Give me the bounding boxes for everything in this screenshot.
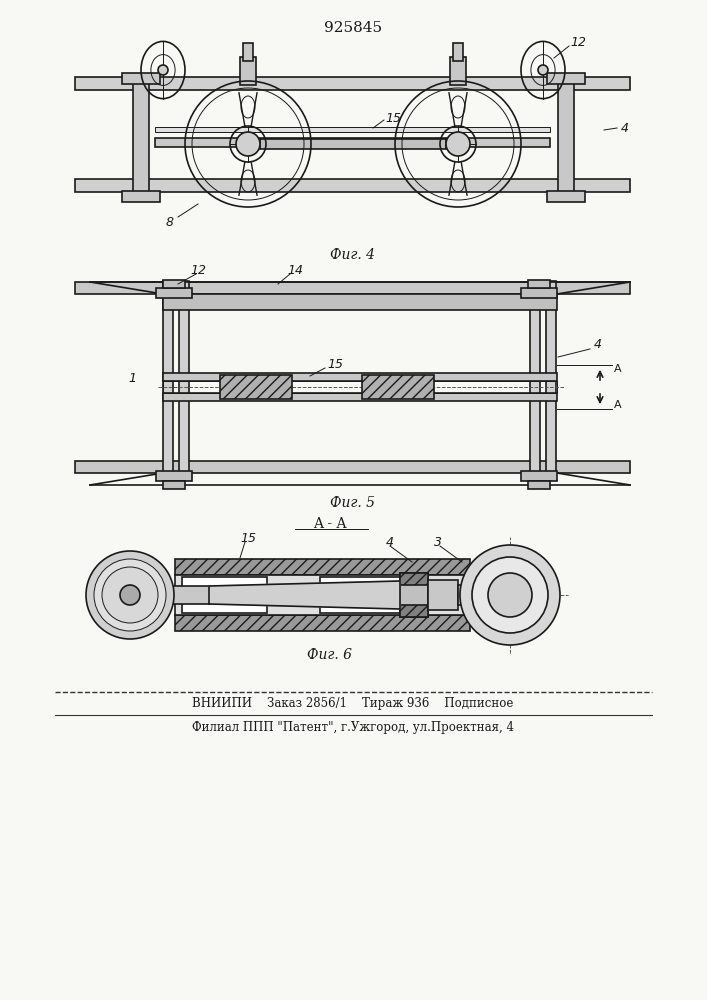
Circle shape bbox=[538, 65, 548, 75]
Bar bbox=[362, 375, 434, 399]
Bar bbox=[179, 281, 189, 473]
Bar bbox=[175, 575, 470, 615]
Text: 15: 15 bbox=[327, 358, 343, 370]
Bar bbox=[163, 381, 557, 393]
Text: A - A: A - A bbox=[313, 517, 346, 531]
Text: Фиг. 5: Фиг. 5 bbox=[330, 496, 375, 510]
Text: 15: 15 bbox=[240, 532, 256, 544]
Bar bbox=[521, 471, 557, 481]
Bar bbox=[400, 605, 428, 617]
Bar bbox=[163, 294, 557, 310]
Circle shape bbox=[120, 585, 140, 605]
Text: 4: 4 bbox=[386, 536, 394, 548]
Bar bbox=[530, 281, 540, 473]
Text: A: A bbox=[614, 364, 621, 374]
Bar bbox=[240, 57, 256, 85]
Bar bbox=[458, 585, 478, 605]
Circle shape bbox=[236, 132, 260, 156]
Bar bbox=[320, 577, 400, 613]
Bar bbox=[163, 280, 185, 288]
Text: 925845: 925845 bbox=[324, 21, 382, 35]
Circle shape bbox=[446, 132, 470, 156]
Circle shape bbox=[488, 573, 532, 617]
Text: Филиал ППП "Патент", г.Ужгород, ул.Проектная, 4: Филиал ППП "Патент", г.Ужгород, ул.Проек… bbox=[192, 722, 514, 734]
Text: A: A bbox=[614, 400, 621, 410]
Bar bbox=[155, 138, 550, 147]
Text: 4: 4 bbox=[621, 121, 629, 134]
Circle shape bbox=[158, 65, 168, 75]
Bar bbox=[175, 559, 470, 575]
Bar bbox=[400, 573, 428, 585]
Bar bbox=[75, 461, 630, 473]
Bar bbox=[450, 57, 466, 85]
Polygon shape bbox=[209, 581, 400, 609]
Bar bbox=[528, 481, 550, 489]
Bar bbox=[75, 179, 630, 192]
Bar bbox=[547, 191, 585, 202]
Text: 8: 8 bbox=[166, 216, 174, 229]
Circle shape bbox=[86, 551, 174, 639]
Bar bbox=[400, 573, 428, 617]
Bar bbox=[122, 73, 160, 84]
Circle shape bbox=[472, 557, 548, 633]
Text: 3: 3 bbox=[434, 536, 442, 548]
Bar bbox=[521, 288, 557, 298]
Bar bbox=[75, 282, 630, 294]
Circle shape bbox=[102, 567, 158, 623]
Bar bbox=[156, 471, 192, 481]
Text: Фиг. 4: Фиг. 4 bbox=[330, 248, 375, 262]
Bar bbox=[170, 586, 210, 604]
Bar bbox=[163, 281, 173, 473]
Bar bbox=[155, 127, 550, 132]
Bar bbox=[528, 280, 550, 288]
Text: 4: 4 bbox=[594, 338, 602, 352]
Bar bbox=[546, 281, 556, 473]
Bar bbox=[163, 481, 185, 489]
Circle shape bbox=[94, 559, 166, 631]
Text: 1: 1 bbox=[128, 371, 136, 384]
Bar bbox=[163, 393, 557, 401]
Bar bbox=[156, 288, 192, 298]
Bar bbox=[558, 75, 574, 197]
Text: ВНИИПИ    Заказ 2856/1    Тираж 936    Подписное: ВНИИПИ Заказ 2856/1 Тираж 936 Подписное bbox=[192, 696, 514, 710]
Bar bbox=[122, 191, 160, 202]
Circle shape bbox=[460, 545, 560, 645]
Bar bbox=[220, 375, 292, 399]
Bar bbox=[163, 373, 557, 381]
Bar bbox=[547, 73, 585, 84]
Bar bbox=[175, 615, 470, 631]
Text: 14: 14 bbox=[287, 263, 303, 276]
Bar bbox=[453, 43, 463, 61]
Bar bbox=[428, 580, 458, 610]
Text: 12: 12 bbox=[570, 36, 586, 49]
Bar bbox=[243, 43, 253, 61]
Text: 12: 12 bbox=[190, 263, 206, 276]
Text: Фиг. 6: Фиг. 6 bbox=[308, 648, 353, 662]
Bar bbox=[182, 577, 267, 613]
Bar bbox=[133, 75, 149, 197]
Bar bbox=[260, 139, 446, 149]
Text: 15: 15 bbox=[385, 111, 401, 124]
Bar bbox=[75, 77, 630, 90]
